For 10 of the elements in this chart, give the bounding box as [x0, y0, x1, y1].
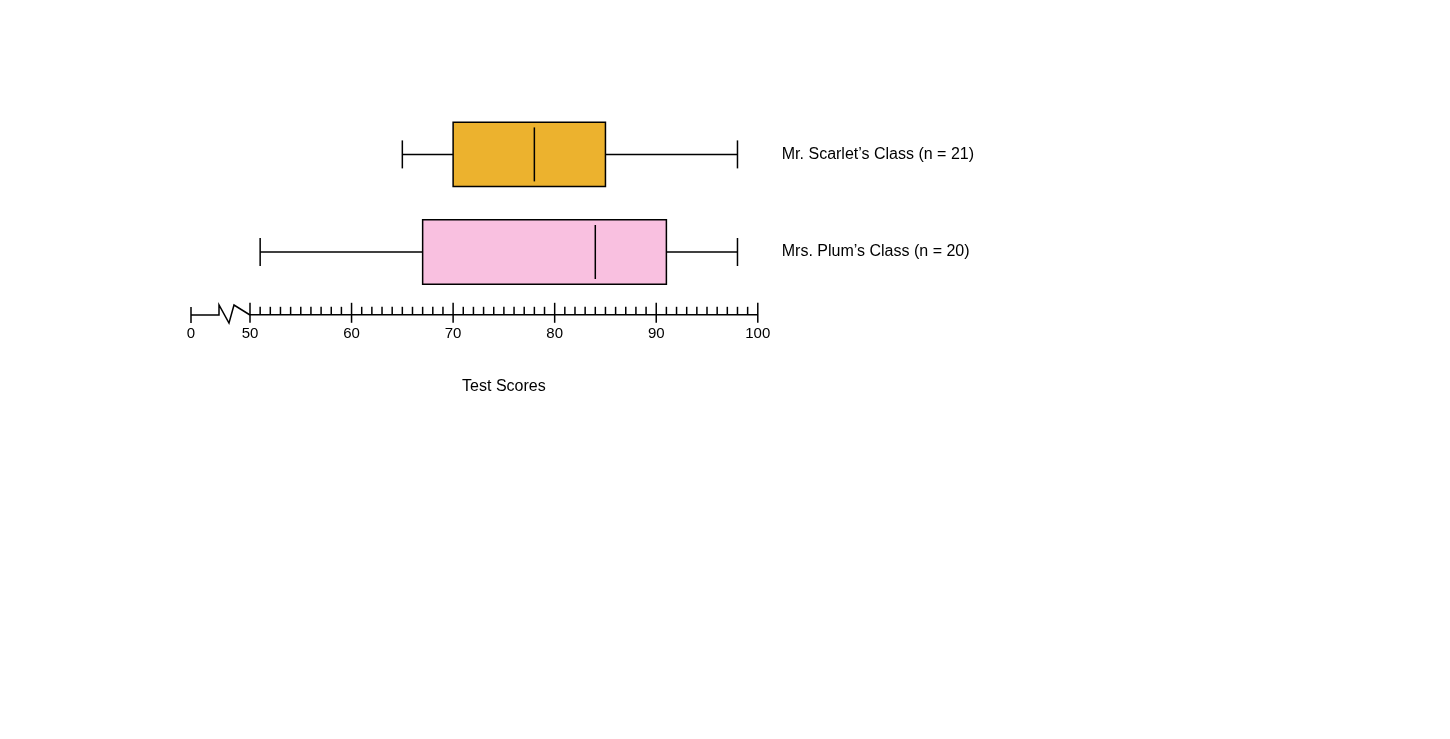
x-tick-label: 50: [241, 323, 259, 341]
x-axis-title: Test Scores: [462, 376, 546, 394]
text: 0: [186, 324, 196, 342]
x-tick-label: 80: [546, 323, 564, 341]
x-tick-label: 60: [343, 323, 360, 341]
x-tick-label: 90: [647, 323, 665, 341]
y-tick-label: Mrs. Plum’s Class (n = 20): [781, 242, 970, 260]
x-tick-label: 70: [444, 323, 462, 341]
x-tick-label: 100: [745, 323, 771, 341]
y-tick-label: Mr. Scarlet’s Class (n = 21): [781, 144, 975, 162]
